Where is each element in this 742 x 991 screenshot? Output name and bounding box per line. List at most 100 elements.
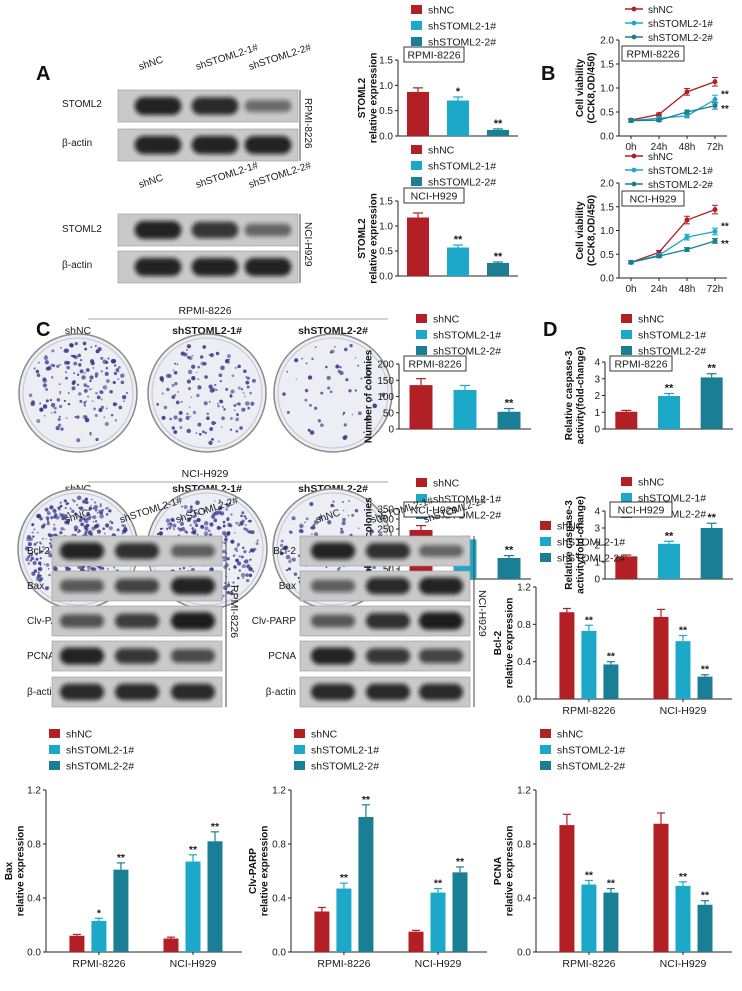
colony-dot [283, 545, 288, 549]
colony-dot [248, 551, 251, 553]
colony-dot [224, 359, 230, 364]
colony-dot [95, 437, 99, 442]
colony-dot [35, 553, 38, 556]
colony-dot [304, 388, 309, 393]
colony-dot [190, 396, 193, 398]
colony-dot [181, 505, 184, 508]
significance-marker: ** [340, 872, 349, 884]
colony-dot [327, 386, 331, 390]
y-tick-label: 1.0 [600, 226, 614, 237]
protein-band [134, 135, 182, 155]
data-point [684, 217, 690, 223]
colony-dot [103, 416, 105, 418]
colony-dot [294, 358, 299, 363]
colony-dot [112, 380, 116, 385]
colony-dot [241, 407, 246, 412]
colony-dot [196, 371, 198, 374]
colony-dot [94, 344, 97, 347]
colony-dot [326, 375, 331, 381]
colony-dot [74, 533, 77, 537]
y-tick-label: 4 [594, 507, 600, 518]
colony-dot [52, 407, 55, 409]
data-point [656, 117, 662, 123]
colony-dot [105, 366, 109, 370]
cell-line-label: RPMI-8226 [228, 585, 240, 638]
blot-strip-E-right-1 [299, 570, 471, 602]
legend-label: shSTOML2-2# [638, 346, 706, 358]
blot-strip-A-h929-actin [117, 250, 299, 284]
colony-dot [91, 526, 96, 531]
colony-dot [167, 523, 170, 526]
colony-dot [255, 542, 259, 546]
protein-band [114, 683, 160, 701]
colony-dot [240, 514, 243, 518]
colony-dot [236, 585, 239, 588]
protein-band [418, 612, 464, 630]
legend-label: shNC [311, 729, 338, 741]
colony-dot [89, 431, 92, 435]
colony-dot [301, 357, 303, 360]
bar [408, 931, 424, 952]
significance-marker: ** [362, 794, 371, 806]
colony-dot [171, 383, 175, 387]
colony-dot [327, 520, 332, 525]
bar [658, 543, 680, 579]
legend-swatch [416, 494, 427, 503]
legend-label: shSTOML2-1# [638, 330, 706, 342]
colony-dot [196, 533, 199, 536]
colony-dot [88, 388, 91, 391]
colony-dot [117, 378, 120, 381]
colony-dot [291, 557, 296, 562]
colony-dot [209, 427, 214, 431]
y-axis-label: STOML2relative expression [357, 193, 380, 284]
colony-dot [39, 550, 43, 554]
colony-dot [71, 381, 76, 385]
colony-dot [71, 509, 75, 513]
colony-dot [189, 505, 193, 509]
colony-dot [228, 362, 231, 364]
significance-marker: ** [701, 890, 710, 902]
legend-marker [631, 20, 637, 26]
colony-dot [365, 367, 371, 372]
blot-strip-A-h929-stoml2 [117, 213, 299, 247]
colony-dot [235, 521, 239, 525]
colony-dot [200, 524, 205, 529]
colony-dot [68, 342, 74, 347]
colony-dot [86, 565, 92, 570]
significance-marker: ** [707, 512, 716, 524]
legend-label: shSTOML2-2# [557, 761, 625, 773]
colony-dot [47, 521, 50, 523]
legend-swatch [49, 745, 60, 754]
chart-E_PCNA: 0.0 0.4 0.8 1.2 RPMI-8226 ** ** NCI-H929 ** ** PCN… [493, 786, 732, 970]
colony-dot [235, 558, 239, 563]
colony-dot [330, 503, 334, 508]
y-tick-label: 1.0 [379, 81, 393, 92]
colony-dot [228, 568, 231, 571]
colony-dot [245, 517, 248, 520]
colony-dot [65, 376, 69, 380]
colony-dot [219, 399, 223, 403]
colony-dot [305, 517, 309, 521]
series-line [630, 208, 716, 263]
colony-dot [211, 420, 216, 426]
y-axis-label-text: Baxrelative expression [4, 826, 27, 917]
legend-swatch [621, 330, 632, 339]
x-tick-label: 48h [679, 284, 696, 295]
colony-dot [360, 377, 363, 380]
bar [407, 91, 429, 136]
x-tick-label: NCI-H929 [415, 958, 462, 970]
colony-dot [105, 407, 108, 410]
colony-dot [179, 426, 183, 430]
legend-swatch [621, 346, 632, 355]
colony-dot [123, 400, 125, 403]
bar [487, 263, 509, 276]
colony-dot [59, 390, 62, 394]
protein-band [170, 649, 216, 663]
colony-dot [118, 366, 121, 369]
colony-dot [53, 523, 56, 526]
colony-dot [88, 506, 93, 511]
band-label: Clv-PARP [27, 616, 72, 627]
bar [452, 872, 468, 952]
colony-dot [44, 360, 49, 365]
colony-dot [244, 395, 246, 398]
